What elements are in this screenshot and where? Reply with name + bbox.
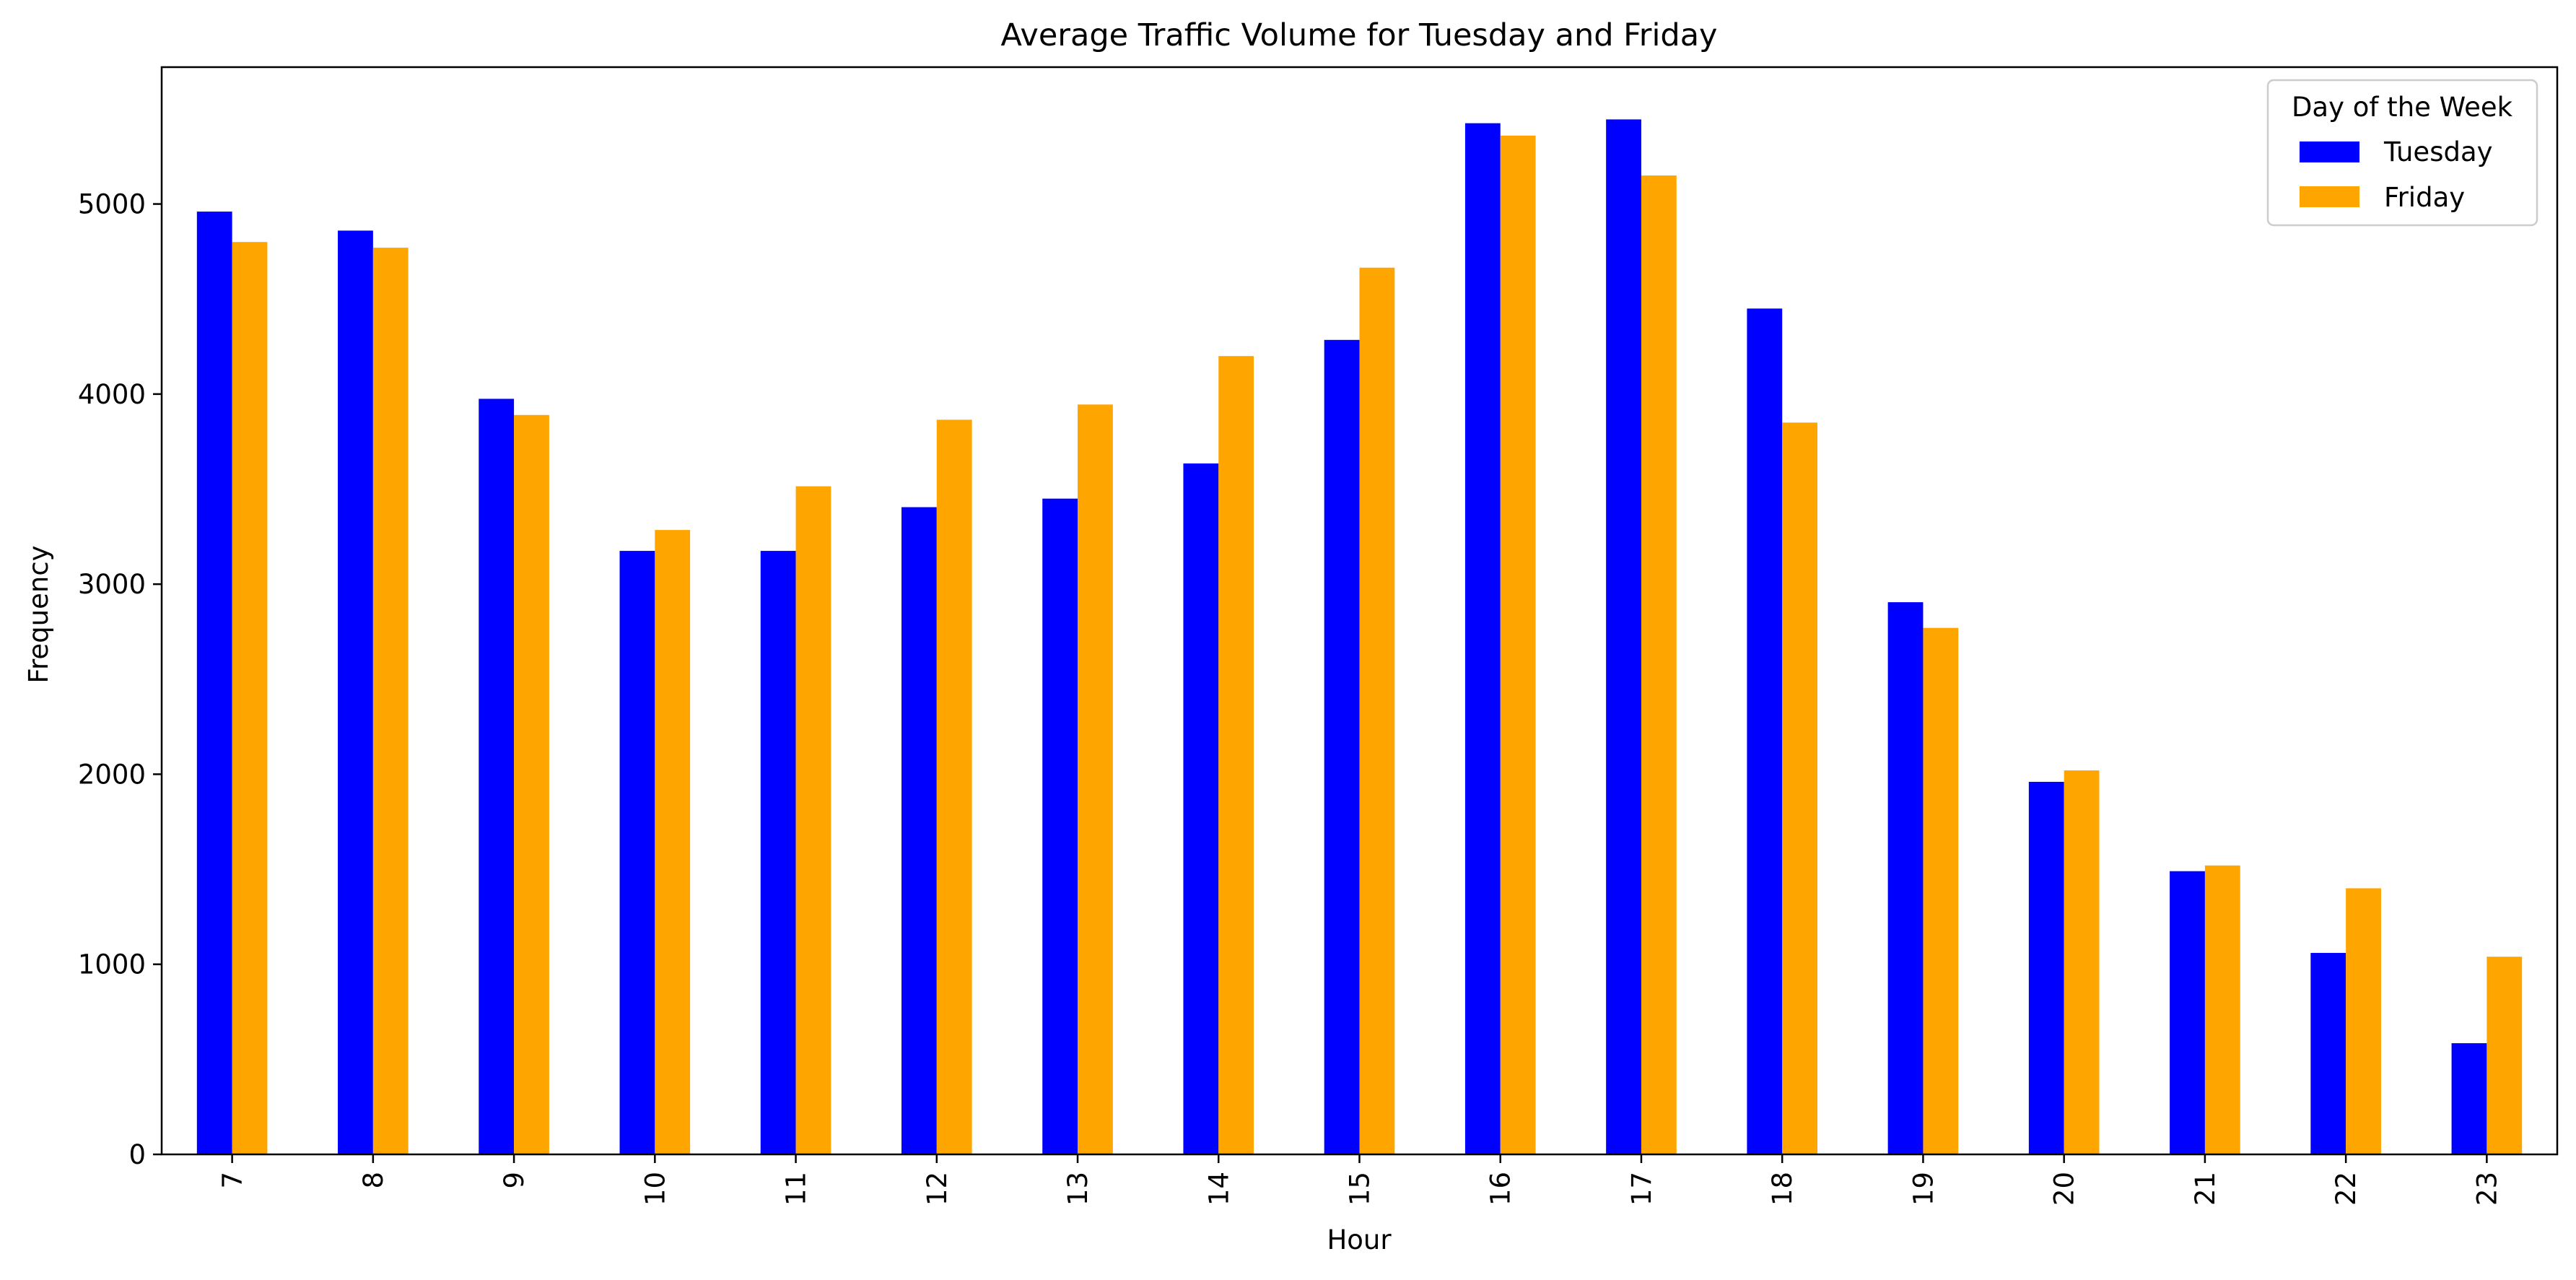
legend: Day of the Week Tuesday Friday — [2266, 79, 2538, 227]
y-tick-label: 0 — [128, 1139, 146, 1170]
x-tick-label: 20 — [2049, 1172, 2080, 1206]
bar-friday-8 — [372, 248, 409, 1155]
bar-friday-23 — [2487, 957, 2523, 1154]
legend-label-tuesday: Tuesday — [2383, 136, 2493, 167]
x-axis-ticks: 7 8 9 10 11 12 13 14 15 16 17 18 19 20 21 22 23 — [217, 1154, 2502, 1206]
bar-tuesday-18 — [1747, 308, 1783, 1154]
bar-tuesday-20 — [2028, 781, 2064, 1154]
bar-tuesday-7 — [196, 212, 232, 1154]
bar-tuesday-17 — [1606, 119, 1641, 1155]
legend-swatch-tuesday — [2300, 142, 2359, 162]
bar-friday-10 — [655, 530, 691, 1154]
x-tick-label: 22 — [2331, 1172, 2362, 1206]
x-tick-label: 11 — [781, 1172, 812, 1206]
x-axis-label: Hour — [1327, 1224, 1392, 1255]
x-tick-label: 14 — [1203, 1172, 1234, 1206]
y-tick-label: 5000 — [78, 189, 146, 220]
bar-tuesday-21 — [2170, 871, 2205, 1154]
bar-friday-7 — [232, 242, 268, 1155]
bar-tuesday-10 — [619, 551, 655, 1154]
x-tick-label: 9 — [499, 1172, 530, 1189]
x-tick-label: 23 — [2471, 1172, 2502, 1206]
x-tick-label: 13 — [1062, 1172, 1093, 1206]
y-tick-label: 3000 — [78, 569, 146, 600]
y-axis-ticks: 0 1000 2000 3000 4000 5000 — [78, 189, 162, 1170]
bar-tuesday-16 — [1464, 123, 1501, 1155]
y-tick-label: 2000 — [78, 759, 146, 790]
legend-title: Day of the Week — [2292, 92, 2513, 123]
bar-tuesday-9 — [479, 399, 515, 1154]
bar-friday-11 — [795, 486, 831, 1154]
bars-group — [196, 119, 2523, 1155]
legend-swatch-friday — [2300, 186, 2359, 207]
bar-tuesday-19 — [1887, 602, 1924, 1154]
bar-tuesday-14 — [1183, 463, 1219, 1154]
x-tick-label: 15 — [1345, 1172, 1376, 1206]
legend-label-friday: Friday — [2384, 182, 2465, 213]
bar-friday-21 — [2204, 865, 2240, 1154]
x-tick-label: 8 — [358, 1172, 389, 1189]
x-tick-label: 12 — [922, 1172, 953, 1206]
bar-tuesday-15 — [1324, 339, 1360, 1155]
x-tick-label: 7 — [217, 1172, 248, 1189]
bar-friday-13 — [1078, 404, 1113, 1154]
bar-tuesday-8 — [338, 230, 373, 1155]
bar-tuesday-22 — [2310, 952, 2346, 1154]
x-tick-label: 10 — [639, 1172, 671, 1206]
y-tick-label: 4000 — [78, 379, 146, 410]
bar-tuesday-11 — [760, 551, 796, 1154]
bar-friday-22 — [2346, 888, 2381, 1154]
bar-friday-18 — [1782, 422, 1818, 1154]
bar-friday-20 — [2064, 770, 2100, 1154]
y-axis-label: Frequency — [23, 545, 54, 683]
bar-friday-14 — [1218, 356, 1254, 1154]
bar-friday-16 — [1500, 135, 1536, 1155]
bar-friday-12 — [936, 419, 972, 1154]
x-tick-label: 18 — [1767, 1172, 1798, 1206]
x-tick-label: 16 — [1485, 1172, 1516, 1206]
bar-friday-15 — [1359, 267, 1395, 1155]
x-tick-label: 19 — [1908, 1172, 1939, 1206]
chart-title: Average Traffic Volume for Tuesday and F… — [1001, 17, 1718, 53]
bar-friday-9 — [514, 414, 549, 1154]
x-tick-label: 21 — [2190, 1172, 2221, 1206]
bar-tuesday-13 — [1042, 498, 1078, 1154]
bar-tuesday-23 — [2451, 1042, 2487, 1154]
bar-tuesday-12 — [901, 507, 937, 1154]
bar-friday-17 — [1641, 175, 1677, 1154]
plot-area-frame — [160, 66, 2559, 1156]
bar-friday-19 — [1923, 627, 1959, 1154]
y-tick-label: 1000 — [78, 949, 146, 980]
x-tick-label: 17 — [1626, 1172, 1657, 1206]
